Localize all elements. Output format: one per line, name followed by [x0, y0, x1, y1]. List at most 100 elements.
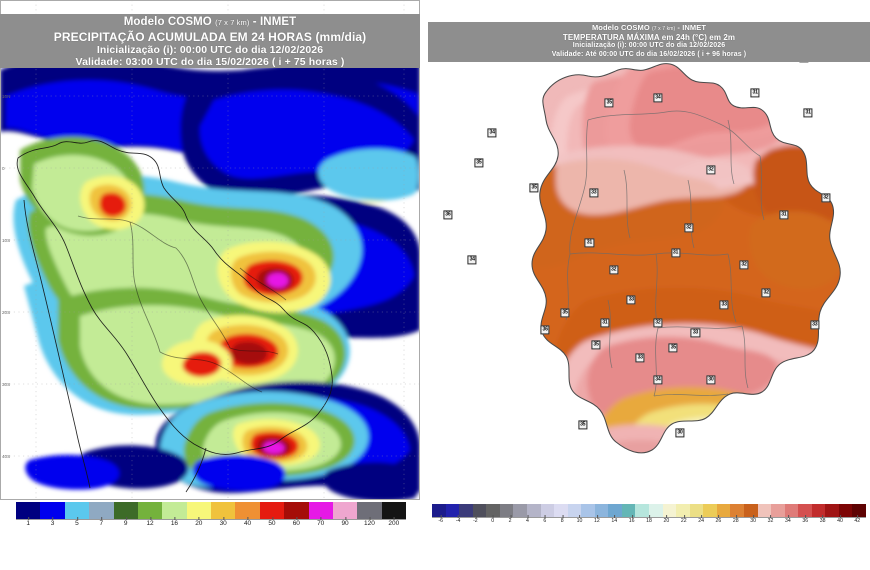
axis-label-left-30s: 30S: [2, 382, 11, 387]
temp-colorbar-swatch: [716, 504, 731, 517]
axis-label-left-0: 0: [2, 166, 5, 171]
temp-colorbar-swatch: [499, 504, 514, 517]
precip-variable-line: PRECIPITAÇÃO ACUMULADA EM 24 HORAS (mm/d…: [53, 29, 367, 44]
temp-colorbar-swatch: [771, 504, 785, 517]
precip-colorbar-tick: 40: [243, 517, 252, 527]
station-temperature-label: 33: [719, 300, 729, 310]
temp-colorbar-swatch: [486, 504, 500, 517]
temp-colorbar-swatch: [662, 504, 677, 517]
precip-colorbar-swatch: [332, 502, 358, 519]
precipitation-colorbar-strip: [16, 502, 406, 519]
station-temperature-label: 35: [529, 182, 539, 193]
precip-colorbar-tick: 120: [364, 517, 375, 527]
temperature-colorbar-strip: [432, 504, 866, 517]
station-temperature-label: 35: [560, 307, 570, 318]
precip-colorbar-swatch: [259, 502, 285, 519]
temp-colorbar-swatch: [649, 504, 663, 517]
temp-colorbar-swatch: [526, 504, 541, 517]
precip-colorbar-tick: 30: [219, 517, 227, 527]
precip-colorbar-swatch: [357, 502, 382, 519]
temp-colorbar-swatch: [730, 504, 744, 517]
precip-colorbar-tick: 7: [99, 517, 104, 527]
precip-colorbar-swatch: [64, 502, 90, 519]
station-temperature-label: 34: [653, 375, 663, 385]
station-temperature-label: 36: [540, 325, 550, 335]
station-temperature-label: 32: [706, 165, 716, 175]
temperature-title-banner: Modelo COSMO (7 x 7 km) - INMET TEMPERAT…: [428, 22, 870, 62]
temp-colorbar-tick: 36: [802, 515, 809, 524]
temp-colorbar-tick: 0: [491, 515, 495, 524]
temp-colorbar-swatch: [581, 504, 595, 517]
station-temperature-label: 35: [474, 157, 484, 168]
precip-colorbar-tick: 200: [388, 517, 400, 527]
precip-colorbar-swatch: [235, 502, 260, 519]
station-temperature-label: 31: [750, 87, 760, 98]
temp-colorbar-swatch: [594, 504, 609, 517]
temperature-colorbar-ticks: -6 -4 -2 0 2 4 6 8 10 12 14 16 18 20 22 24 26 28 30 32 34 36 3…: [432, 515, 866, 530]
precipitation-panel: Modelo COSMO (7 x 7 km) - INMET PRECIPIT…: [0, 0, 420, 570]
station-temperature-label: 33: [635, 352, 645, 363]
station-temperature-label: 35: [604, 97, 614, 108]
temp-colorbar-swatch: [608, 504, 622, 517]
precip-colorbar-tick: 5: [75, 517, 79, 527]
station-temperature-label: 34: [487, 127, 497, 138]
station-temperature-label: 32: [821, 192, 831, 203]
temp-model-line: Modelo COSMO (7 x 7 km) - INMET: [428, 23, 870, 33]
station-temperature-label: 32: [609, 265, 619, 275]
temp-model-resolution: (7 x 7 km): [652, 26, 676, 32]
temp-colorbar-tick: -6: [438, 515, 443, 524]
precip-model-line: Modelo COSMO (7 x 7 km) - INMET: [0, 16, 420, 30]
temperature-map-graphic: [428, 0, 870, 500]
temp-colorbar-swatch: [798, 504, 812, 517]
station-temperature-label: 33: [810, 320, 820, 330]
precip-colorbar-tick: 70: [317, 517, 325, 527]
temperature-colorbar: -6 -4 -2 0 2 4 6 8 10 12 14 16 18 20 22 24 26 28 30 32 34 36 3…: [432, 504, 866, 530]
precip-colorbar-tick: 20: [195, 517, 203, 527]
station-value-layer: 34 33 31 35 34 31 31 34 35 35 33 32 36 32 31 32 31 31 32 32…: [428, 0, 870, 500]
precipitation-title-banner: Modelo COSMO (7 x 7 km) - INMET PRECIPIT…: [0, 14, 420, 68]
temp-colorbar-tick: 6: [543, 515, 547, 524]
temp-colorbar-tick: 2: [508, 515, 512, 524]
precip-colorbar-swatch: [137, 502, 163, 519]
station-temperature-label: 33: [690, 327, 700, 338]
temp-colorbar-tick: 22: [680, 515, 687, 524]
station-temperature-label: 33: [589, 187, 599, 198]
station-temperature-label: 31: [600, 317, 610, 328]
station-temperature-label: 32: [653, 317, 663, 328]
temp-colorbar-swatch: [540, 504, 555, 517]
temp-colorbar-tick: 10: [576, 515, 583, 524]
station-temperature-label: 30: [706, 375, 716, 385]
station-temperature-label: 31: [670, 247, 681, 258]
temp-colorbar-swatch: [459, 504, 473, 517]
temp-model-suffix: - INMET: [677, 23, 707, 32]
precip-colorbar-tick: 50: [268, 517, 276, 527]
temp-initialization-line: Inicialização (i): 00:00 UTC do dia 12/0…: [572, 42, 726, 50]
station-temperature-label: 35: [668, 342, 678, 353]
temp-colorbar-tick: 26: [715, 515, 722, 524]
temperature-map-canvas: [428, 0, 870, 570]
precip-colorbar-tick: 16: [170, 517, 179, 527]
axis-label-left-10s: 10S: [2, 238, 11, 243]
temp-colorbar-tick: 4: [526, 515, 529, 524]
temp-colorbar-tick: -4: [455, 515, 461, 524]
station-temperature-label: 31: [779, 210, 789, 220]
axis-label-left-20s: 20S: [2, 310, 11, 315]
precip-colorbar-swatch: [40, 502, 65, 519]
temp-colorbar-swatch: [676, 504, 690, 517]
temp-colorbar-swatch: [432, 504, 446, 517]
station-temperature-label: 32: [761, 287, 771, 298]
panel-divider: [420, 0, 428, 570]
station-temperature-label: 30: [675, 427, 685, 438]
precip-model-resolution: (7 x 7 km): [215, 18, 250, 27]
axis-label-left-40s: 40S: [2, 454, 11, 459]
station-temperature-label: 31: [584, 237, 594, 248]
precipitation-colorbar: 1 3 5 7 9 12 16 20 30 40 50 60 70 90 120 200: [16, 502, 406, 532]
station-temperature-label: 36: [443, 210, 453, 220]
precip-colorbar-swatch: [308, 502, 333, 519]
temp-colorbar-swatch: [852, 504, 866, 517]
temperature-panel: Modelo COSMO (7 x 7 km) - INMET TEMPERAT…: [428, 0, 870, 570]
temp-colorbar-swatch: [689, 504, 704, 517]
temp-colorbar-swatch: [567, 504, 582, 517]
temp-colorbar-tick: 38: [819, 515, 826, 524]
temp-colorbar-swatch: [838, 504, 853, 517]
